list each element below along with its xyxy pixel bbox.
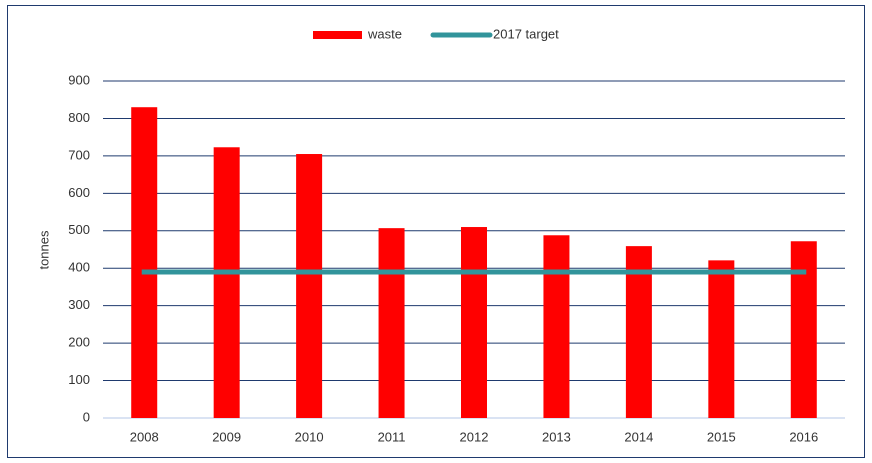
bar [543,235,570,418]
y-tick-label: 600 [68,185,90,200]
y-tick-label: 800 [68,110,90,125]
y-tick-label: 700 [68,147,90,162]
bar [378,228,405,418]
x-tick-label: 2014 [624,429,653,444]
x-tick-label: 2008 [130,429,159,444]
y-tick-label: 200 [68,335,90,350]
x-tick-label: 2009 [212,429,241,444]
y-tick-label: 400 [68,260,90,275]
bar [790,241,817,418]
y-tick-label: 0 [83,409,90,424]
x-tick-label: 2013 [542,429,571,444]
y-tick-label: 100 [68,372,90,387]
legend-label: waste [367,26,402,41]
y-tick-label: 300 [68,297,90,312]
x-tick-label: 2016 [789,429,818,444]
legend-label: 2017 target [493,26,559,41]
x-tick-label: 2012 [460,429,489,444]
bar [461,227,487,418]
x-tick-label: 2011 [378,429,406,444]
bar [131,107,158,418]
y-tick-label: 500 [68,222,90,237]
x-tick-label: 2010 [295,429,324,444]
bar [708,260,735,418]
x-tick-label: 2015 [707,429,736,444]
bar [296,154,323,418]
y-axis-label: tonnes [36,230,51,270]
bar [625,246,652,418]
legend-swatch [313,31,362,39]
y-tick-label: 900 [68,72,90,87]
bar [213,147,240,418]
